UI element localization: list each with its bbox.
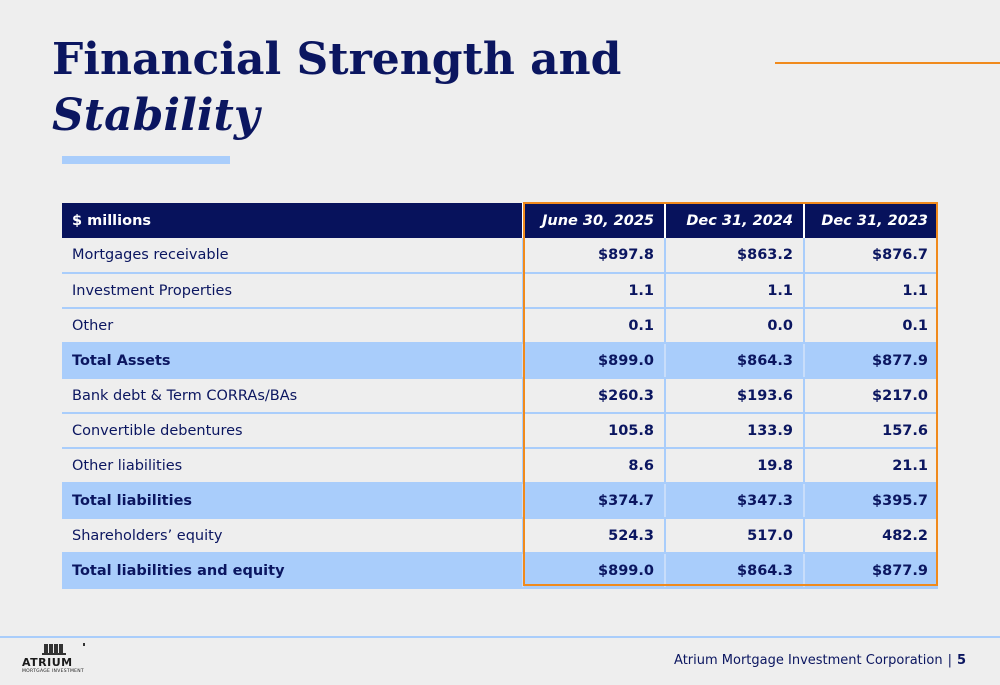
- row-value: $877.9: [803, 553, 938, 589]
- row-label: Other liabilities: [62, 448, 523, 484]
- table-total-row: Total liabilities and equity $899.0 $864.3…: [62, 553, 938, 589]
- atrium-logo-icon: [42, 643, 85, 655]
- row-label: Total liabilities and equity: [62, 553, 523, 589]
- row-value: 0.0: [664, 308, 804, 344]
- row-value: $374.7: [522, 483, 665, 519]
- row-value: 1.1: [803, 273, 938, 309]
- title-underline: [62, 156, 230, 164]
- row-value: $260.3: [522, 378, 665, 414]
- table-row: Other 0.1 0.0 0.1: [62, 308, 938, 344]
- table-row: Mortgages receivable $897.8 $863.2 $876.7: [62, 238, 938, 274]
- row-value: 157.6: [803, 413, 938, 449]
- row-value: 8.6: [522, 448, 665, 484]
- row-label: Shareholders’ equity: [62, 518, 523, 554]
- row-value: $395.7: [803, 483, 938, 519]
- footer-rule: [0, 636, 1000, 638]
- row-value: 482.2: [803, 518, 938, 554]
- header-dec-2023: Dec 31, 2023: [803, 203, 938, 238]
- row-value: $193.6: [664, 378, 804, 414]
- table-row: Other liabilities 8.6 19.8 21.1: [62, 448, 938, 484]
- row-value: $217.0: [803, 378, 938, 414]
- table-total-row: Total Assets $899.0 $864.3 $877.9: [62, 343, 938, 379]
- table-row: Convertible debentures 105.8 133.9 157.6: [62, 413, 938, 449]
- logo-wordmark: ATRIUM: [22, 656, 73, 669]
- row-value: $899.0: [522, 343, 665, 379]
- row-value: $864.3: [664, 553, 804, 589]
- row-value: 1.1: [664, 273, 804, 309]
- page-title: Financial Strength and Stability: [52, 32, 621, 144]
- page-title-line2: Stability: [52, 90, 260, 141]
- row-value: 19.8: [664, 448, 804, 484]
- financial-table: $ millions June 30, 2025 Dec 31, 2024 De…: [62, 203, 938, 589]
- page-title-line1: Financial Strength and: [52, 34, 622, 85]
- row-value: 133.9: [664, 413, 804, 449]
- table-header-row: $ millions June 30, 2025 Dec 31, 2024 De…: [62, 203, 938, 238]
- row-value: $864.3: [664, 343, 804, 379]
- row-value: $899.0: [522, 553, 665, 589]
- table-row: Investment Properties 1.1 1.1 1.1: [62, 273, 938, 309]
- row-value: 0.1: [803, 308, 938, 344]
- row-value: 105.8: [522, 413, 665, 449]
- row-label: Other: [62, 308, 523, 344]
- row-label: Total Assets: [62, 343, 523, 379]
- table-row: Bank debt & Term CORRAs/BAs $260.3 $193.6 $…: [62, 378, 938, 414]
- orange-accent-rule: [775, 62, 1000, 64]
- row-label: Mortgages receivable: [62, 238, 523, 274]
- row-value: 517.0: [664, 518, 804, 554]
- row-value: $863.2: [664, 238, 804, 274]
- row-value: 1.1: [522, 273, 665, 309]
- row-label: Bank debt & Term CORRAs/BAs: [62, 378, 523, 414]
- header-dec-2024: Dec 31, 2024: [664, 203, 804, 238]
- row-value: $347.3: [664, 483, 804, 519]
- row-value: $877.9: [803, 343, 938, 379]
- row-value: 0.1: [522, 308, 665, 344]
- page-number: 5: [956, 653, 966, 668]
- logo-subtext: MORTGAGE INVESTMENT: [22, 669, 84, 674]
- header-units: $ millions: [62, 203, 523, 238]
- header-june-2025: June 30, 2025: [522, 203, 665, 238]
- footer-company: Atrium Mortgage Investment Corporation: [674, 653, 943, 668]
- row-value: $897.8: [522, 238, 665, 274]
- row-value: 524.3: [522, 518, 665, 554]
- row-label: Total liabilities: [62, 483, 523, 519]
- row-label: Convertible debentures: [62, 413, 523, 449]
- row-value: 21.1: [803, 448, 938, 484]
- table-total-row: Total liabilities $374.7 $347.3 $395.7: [62, 483, 938, 519]
- footer: Atrium Mortgage Investment Corporation | 5: [674, 653, 966, 668]
- footer-separator: |: [947, 653, 952, 668]
- row-value: $876.7: [803, 238, 938, 274]
- row-label: Investment Properties: [62, 273, 523, 309]
- table-row: Shareholders’ equity 524.3 517.0 482.2: [62, 518, 938, 554]
